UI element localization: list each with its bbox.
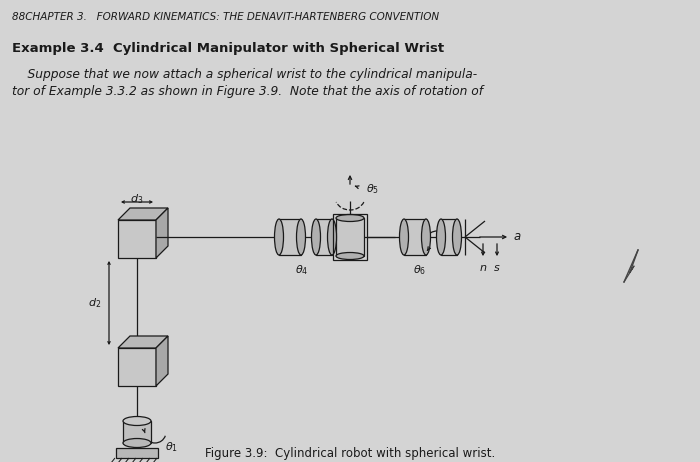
Ellipse shape: [123, 438, 151, 448]
Ellipse shape: [123, 417, 151, 426]
Bar: [333, 214, 367, 260]
Polygon shape: [156, 208, 168, 258]
Bar: [404, 219, 426, 255]
Text: $s$: $s$: [494, 263, 500, 273]
Bar: [118, 348, 156, 386]
Text: $\theta_5$: $\theta_5$: [366, 182, 379, 196]
Ellipse shape: [452, 219, 461, 255]
Ellipse shape: [400, 219, 409, 255]
Bar: [316, 219, 332, 255]
Ellipse shape: [437, 219, 445, 255]
Text: $n$: $n$: [479, 263, 487, 273]
Text: $\theta_4$: $\theta_4$: [295, 263, 309, 277]
Text: Example 3.4  Cylindrical Manipulator with Spherical Wrist: Example 3.4 Cylindrical Manipulator with…: [12, 42, 444, 55]
Text: $\theta_1$: $\theta_1$: [165, 440, 178, 454]
Bar: [118, 220, 156, 258]
Polygon shape: [156, 336, 168, 386]
Text: $\theta_6$: $\theta_6$: [414, 263, 426, 277]
Bar: [279, 219, 301, 255]
Ellipse shape: [297, 219, 305, 255]
Bar: [336, 218, 364, 256]
Ellipse shape: [274, 219, 284, 255]
Polygon shape: [118, 336, 168, 348]
Polygon shape: [118, 208, 168, 220]
Ellipse shape: [336, 214, 364, 221]
Ellipse shape: [421, 219, 430, 255]
Text: $d_3$: $d_3$: [130, 192, 143, 206]
Text: Figure 3.9:  Cylindrical robot with spherical wrist.: Figure 3.9: Cylindrical robot with spher…: [205, 447, 495, 460]
Text: Suppose that we now attach a spherical wrist to the cylindrical manipula-: Suppose that we now attach a spherical w…: [12, 68, 477, 81]
Text: tor of Example 3.3.2 as shown in Figure 3.9.  Note that the axis of rotation of: tor of Example 3.3.2 as shown in Figure …: [12, 85, 483, 98]
Bar: [441, 219, 457, 255]
Bar: [116, 448, 158, 458]
Bar: [123, 421, 151, 443]
Text: $d_2$: $d_2$: [88, 296, 102, 310]
Text: 88CHAPTER 3.   FORWARD KINEMATICS: THE DENAVIT-HARTENBERG CONVENTION: 88CHAPTER 3. FORWARD KINEMATICS: THE DEN…: [12, 12, 439, 22]
Ellipse shape: [312, 219, 321, 255]
Ellipse shape: [336, 253, 364, 260]
Ellipse shape: [328, 219, 337, 255]
Text: $a$: $a$: [513, 231, 522, 243]
